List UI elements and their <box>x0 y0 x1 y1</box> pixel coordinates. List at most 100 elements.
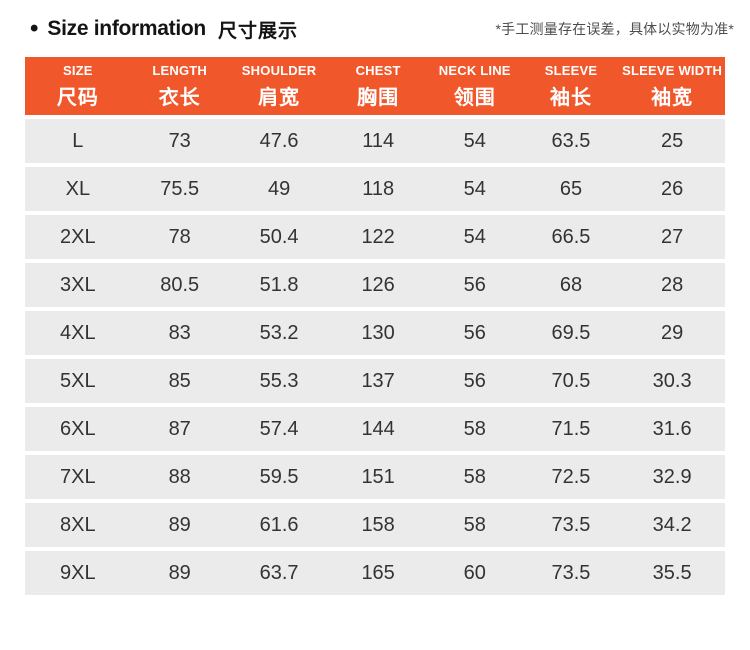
size-cell: 4XL <box>60 321 96 344</box>
value-cell: 78 <box>168 225 191 248</box>
value-cell: 73 <box>168 129 191 152</box>
value-cell: 69.5 <box>551 321 591 344</box>
value-cell: 27 <box>660 225 684 248</box>
table-header-row: SIZE 尺码 LENGTH 衣长 SHOULDER 肩宽 CHEST 胸围 N… <box>25 57 725 115</box>
table-row: 2XL 78 50.4 122 54 66.5 27 <box>25 215 725 259</box>
size-table: SIZE 尺码 LENGTH 衣长 SHOULDER 肩宽 CHEST 胸围 N… <box>25 57 725 595</box>
page-title: • Size information 尺寸展示 <box>30 16 298 43</box>
value-cell: 50.4 <box>259 225 299 248</box>
title-en: Size information <box>47 17 206 40</box>
header-label-en: SHOULDER <box>241 62 317 78</box>
value-cell: 80.5 <box>160 273 200 296</box>
value-cell: 58 <box>463 513 486 536</box>
size-cell: 7XL <box>60 465 96 488</box>
title-bullet: • <box>30 15 39 42</box>
value-cell: 87 <box>168 417 191 440</box>
value-cell: 165 <box>361 561 395 584</box>
measurement-note: *手工测量存在误差，具体以实物为准* <box>495 21 734 37</box>
header-label-cn: 尺码 <box>56 86 99 109</box>
value-cell: 35.5 <box>652 561 692 584</box>
value-cell: 57.4 <box>259 417 299 440</box>
value-cell: 25 <box>660 129 684 152</box>
size-cell: L <box>72 129 84 152</box>
value-cell: 66.5 <box>551 225 591 248</box>
value-cell: 89 <box>168 513 191 536</box>
value-cell: 54 <box>463 225 486 248</box>
value-cell: 83 <box>168 321 191 344</box>
value-cell: 54 <box>463 129 486 152</box>
value-cell: 144 <box>361 417 395 440</box>
value-cell: 158 <box>361 513 395 536</box>
value-cell: 88 <box>168 465 191 488</box>
value-cell: 56 <box>463 321 486 344</box>
header-cell-neckline: NECK LINE 领围 <box>427 63 523 110</box>
header-cell-chest: CHEST 胸围 <box>329 63 426 110</box>
value-cell: 56 <box>463 273 486 296</box>
table-row: 6XL 87 57.4 144 58 71.5 31.6 <box>25 407 725 451</box>
value-cell: 114 <box>362 129 395 152</box>
size-cell: 9XL <box>60 561 96 584</box>
value-cell: 63.7 <box>259 561 299 584</box>
value-cell: 54 <box>463 177 486 200</box>
size-cell: 6XL <box>60 417 96 440</box>
value-cell: 126 <box>361 273 395 296</box>
value-cell: 70.5 <box>551 369 591 392</box>
value-cell: 53.2 <box>259 321 299 344</box>
size-cell: 8XL <box>60 513 96 536</box>
header-label-en: CHEST <box>355 62 401 78</box>
value-cell: 71.5 <box>551 417 591 440</box>
value-cell: 31.6 <box>652 417 692 440</box>
header-label-en: SLEEVE WIDTH <box>622 62 723 78</box>
size-cell: XL <box>65 177 91 200</box>
header-label-cn: 袖宽 <box>651 86 694 109</box>
table-row: 9XL 89 63.7 165 60 73.5 35.5 <box>25 551 725 595</box>
value-cell: 58 <box>463 465 486 488</box>
header-cell-length: LENGTH 衣长 <box>131 63 229 110</box>
value-cell: 73.5 <box>551 561 591 584</box>
table-row: L 73 47.6 114 54 63.5 25 <box>25 119 725 163</box>
table-row: 5XL 85 55.3 137 56 70.5 30.3 <box>25 359 725 403</box>
header-label-en: LENGTH <box>152 62 208 78</box>
header-label-en: NECK LINE <box>438 62 511 78</box>
table-row: 7XL 88 59.5 151 58 72.5 32.9 <box>25 455 725 499</box>
header-label-cn: 领围 <box>453 86 496 109</box>
value-cell: 30.3 <box>652 369 692 392</box>
value-cell: 56 <box>463 369 486 392</box>
table-row: 4XL 83 53.2 130 56 69.5 29 <box>25 311 725 355</box>
value-cell: 55.3 <box>259 369 299 392</box>
value-cell: 75.5 <box>160 177 200 200</box>
value-cell: 85 <box>168 369 191 392</box>
header-cell-sleeve-width: SLEEVE WIDTH 袖宽 <box>619 63 725 110</box>
value-cell: 72.5 <box>551 465 591 488</box>
value-cell: 34.2 <box>652 513 692 536</box>
value-cell: 63.5 <box>551 129 591 152</box>
header-label-cn: 肩宽 <box>258 86 301 109</box>
value-cell: 137 <box>361 369 395 392</box>
page-header: • Size information 尺寸展示 *手工测量存在误差，具体以实物为… <box>30 16 734 42</box>
value-cell: 51.8 <box>259 273 299 296</box>
value-cell: 65 <box>559 177 583 200</box>
value-cell: 73.5 <box>551 513 591 536</box>
value-cell: 60 <box>463 561 486 584</box>
header-cell-size: SIZE 尺码 <box>25 63 131 110</box>
header-cell-shoulder: SHOULDER 肩宽 <box>229 63 330 110</box>
size-cell: 5XL <box>60 369 96 392</box>
title-cn: 尺寸展示 <box>217 20 298 42</box>
value-cell: 28 <box>660 273 684 296</box>
value-cell: 49 <box>267 177 291 200</box>
header-label-cn: 衣长 <box>158 86 201 109</box>
table-row: 8XL 89 61.6 158 58 73.5 34.2 <box>25 503 725 547</box>
size-cell: 3XL <box>60 273 96 296</box>
table-row: XL 75.5 49 118 54 65 26 <box>25 167 725 211</box>
size-cell: 2XL <box>60 225 96 248</box>
header-label-en: SIZE <box>62 62 93 78</box>
value-cell: 151 <box>361 465 395 488</box>
value-cell: 59.5 <box>259 465 299 488</box>
header-cell-sleeve: SLEEVE 袖长 <box>523 63 620 110</box>
value-cell: 32.9 <box>652 465 692 488</box>
value-cell: 61.6 <box>259 513 299 536</box>
header-label-cn: 胸围 <box>357 86 400 109</box>
value-cell: 118 <box>362 177 395 200</box>
value-cell: 68 <box>559 273 583 296</box>
value-cell: 89 <box>168 561 191 584</box>
